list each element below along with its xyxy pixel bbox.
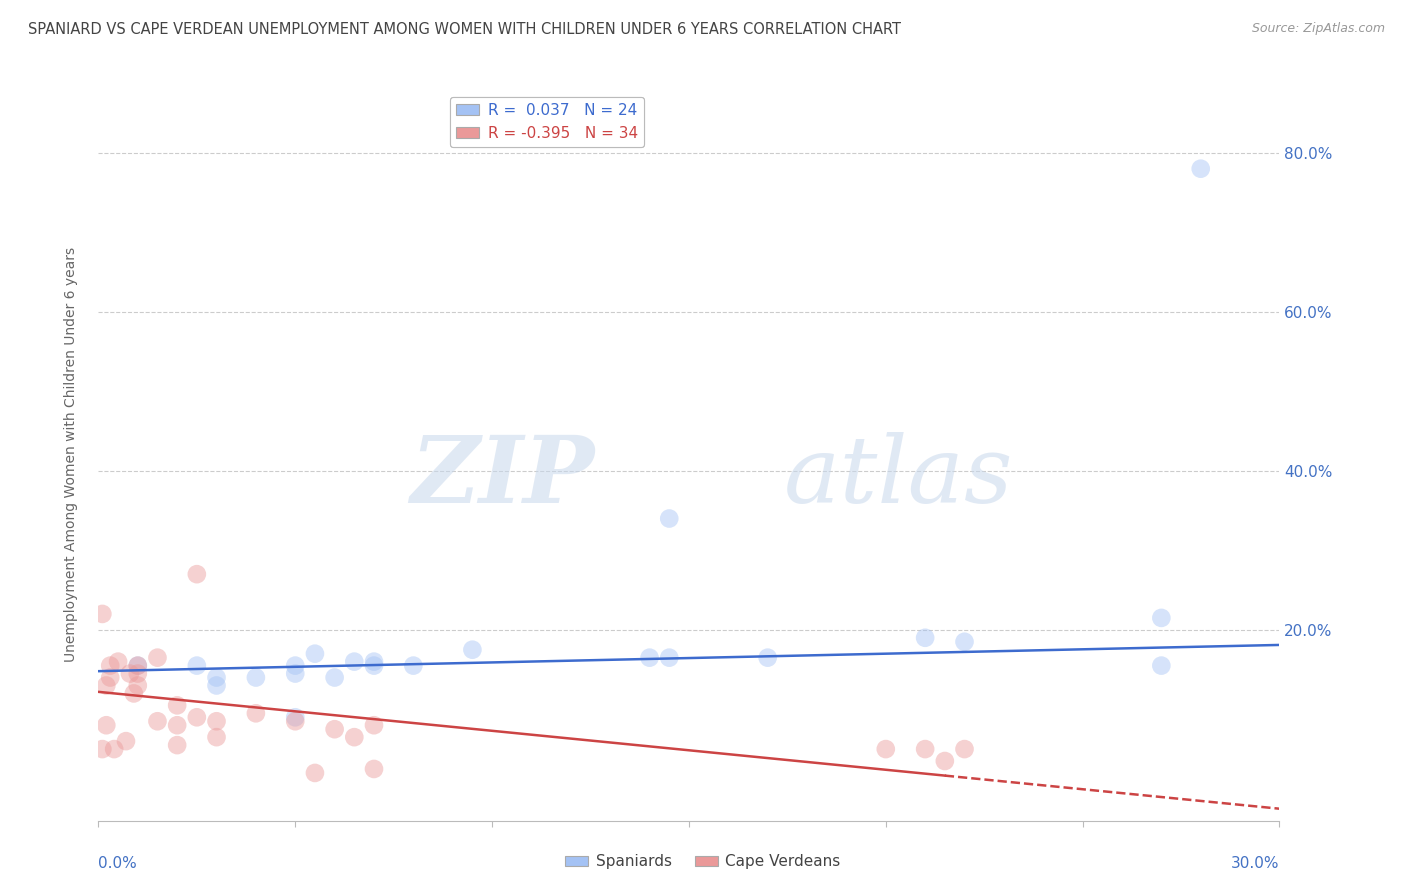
Point — [127, 658, 149, 673]
Point — [343, 730, 366, 744]
Point — [304, 766, 326, 780]
Point — [658, 511, 681, 525]
Point — [461, 642, 484, 657]
Text: Source: ZipAtlas.com: Source: ZipAtlas.com — [1251, 22, 1385, 36]
Point — [186, 658, 208, 673]
Point — [323, 671, 346, 685]
Point — [245, 671, 267, 685]
Point — [284, 658, 307, 673]
Point — [127, 658, 149, 673]
Point — [91, 607, 114, 621]
Point — [205, 671, 228, 685]
Text: 0.0%: 0.0% — [98, 856, 138, 871]
Point — [127, 666, 149, 681]
Point — [98, 671, 121, 685]
Point — [205, 730, 228, 744]
Point — [96, 718, 118, 732]
Point — [363, 718, 385, 732]
Point — [875, 742, 897, 756]
Point — [343, 655, 366, 669]
Point — [638, 650, 661, 665]
Point — [953, 634, 976, 648]
Point — [658, 650, 681, 665]
Point — [402, 658, 425, 673]
Point — [1189, 161, 1212, 176]
Point — [115, 734, 138, 748]
Point — [98, 658, 121, 673]
Point — [363, 655, 385, 669]
Point — [205, 714, 228, 729]
Legend: Spaniards, Cape Verdeans: Spaniards, Cape Verdeans — [560, 848, 846, 875]
Text: SPANIARD VS CAPE VERDEAN UNEMPLOYMENT AMONG WOMEN WITH CHILDREN UNDER 6 YEARS CO: SPANIARD VS CAPE VERDEAN UNEMPLOYMENT AM… — [28, 22, 901, 37]
Point — [914, 631, 936, 645]
Point — [914, 742, 936, 756]
Point — [107, 655, 129, 669]
Point — [756, 650, 779, 665]
Point — [118, 666, 141, 681]
Legend: R =  0.037   N = 24, R = -0.395   N = 34: R = 0.037 N = 24, R = -0.395 N = 34 — [450, 97, 644, 146]
Point — [166, 718, 188, 732]
Text: atlas: atlas — [783, 432, 1012, 522]
Point — [166, 738, 188, 752]
Point — [304, 647, 326, 661]
Point — [186, 567, 208, 582]
Text: 30.0%: 30.0% — [1232, 856, 1279, 871]
Point — [146, 650, 169, 665]
Point — [245, 706, 267, 721]
Point — [363, 762, 385, 776]
Point — [363, 658, 385, 673]
Point — [127, 678, 149, 692]
Point — [934, 754, 956, 768]
Point — [323, 723, 346, 737]
Y-axis label: Unemployment Among Women with Children Under 6 years: Unemployment Among Women with Children U… — [63, 247, 77, 663]
Point — [91, 742, 114, 756]
Point — [284, 710, 307, 724]
Point — [953, 742, 976, 756]
Point — [103, 742, 125, 756]
Point — [186, 710, 208, 724]
Point — [1150, 658, 1173, 673]
Point — [1150, 611, 1173, 625]
Point — [166, 698, 188, 713]
Point — [205, 678, 228, 692]
Point — [96, 678, 118, 692]
Text: ZIP: ZIP — [411, 432, 595, 522]
Point — [284, 714, 307, 729]
Point — [284, 666, 307, 681]
Point — [122, 686, 145, 700]
Point — [146, 714, 169, 729]
